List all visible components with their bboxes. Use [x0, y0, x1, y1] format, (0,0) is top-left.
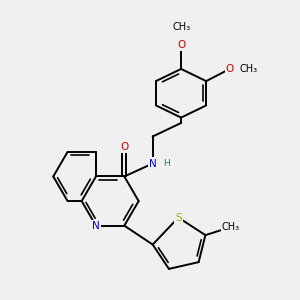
- Text: H: H: [163, 159, 169, 168]
- Text: CH₃: CH₃: [222, 222, 240, 232]
- Text: O: O: [177, 40, 185, 50]
- Text: O: O: [226, 64, 234, 74]
- Text: CH₃: CH₃: [240, 64, 258, 74]
- Text: N: N: [149, 158, 157, 169]
- Text: O: O: [120, 142, 128, 152]
- Text: CH₃: CH₃: [172, 22, 190, 32]
- Text: S: S: [175, 213, 182, 223]
- Text: N: N: [92, 221, 100, 231]
